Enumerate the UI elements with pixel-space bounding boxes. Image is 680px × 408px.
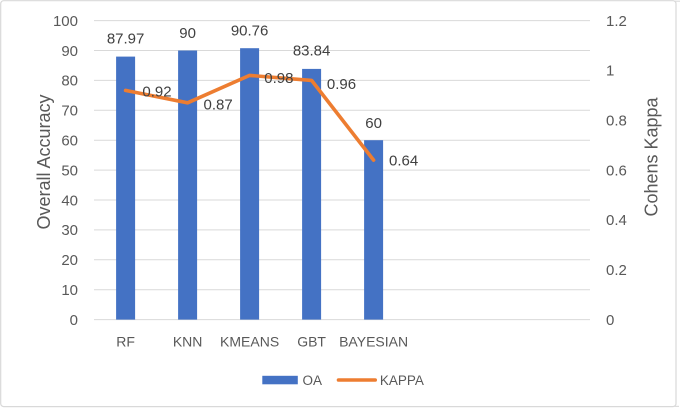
svg-text:0.96: 0.96 <box>327 76 356 93</box>
svg-text:1.2: 1.2 <box>606 13 627 30</box>
svg-text:KAPPA: KAPPA <box>380 373 424 388</box>
svg-text:0.98: 0.98 <box>264 70 293 87</box>
svg-text:0.92: 0.92 <box>142 84 171 101</box>
svg-text:50: 50 <box>61 162 78 179</box>
svg-text:0: 0 <box>606 312 614 329</box>
svg-text:40: 40 <box>61 192 78 209</box>
svg-text:0: 0 <box>70 312 78 329</box>
svg-text:GBT: GBT <box>297 334 326 350</box>
svg-text:83.84: 83.84 <box>293 43 331 60</box>
svg-text:10: 10 <box>61 282 78 299</box>
svg-text:90.76: 90.76 <box>231 23 269 40</box>
svg-text:87.97: 87.97 <box>107 31 145 48</box>
svg-text:0.87: 0.87 <box>204 97 233 114</box>
svg-text:OA: OA <box>303 373 323 388</box>
svg-text:KNN: KNN <box>173 334 203 350</box>
svg-text:60: 60 <box>61 133 78 150</box>
svg-text:80: 80 <box>61 73 78 90</box>
svg-text:30: 30 <box>61 222 78 239</box>
svg-text:90: 90 <box>61 43 78 60</box>
svg-text:20: 20 <box>61 252 78 269</box>
svg-text:Overall Accuracy: Overall Accuracy <box>34 94 54 229</box>
svg-text:0.4: 0.4 <box>606 212 627 229</box>
svg-text:90: 90 <box>179 25 196 42</box>
svg-text:RF: RF <box>116 334 135 350</box>
svg-text:100: 100 <box>53 13 78 30</box>
svg-text:BAYESIAN: BAYESIAN <box>339 334 408 350</box>
svg-text:KMEANS: KMEANS <box>220 334 279 350</box>
svg-text:0.8: 0.8 <box>606 113 627 130</box>
svg-text:60: 60 <box>365 115 382 132</box>
svg-text:70: 70 <box>61 103 78 120</box>
svg-text:1: 1 <box>606 63 614 80</box>
svg-text:0.64: 0.64 <box>389 153 418 170</box>
svg-text:0.6: 0.6 <box>606 162 627 179</box>
svg-text:Cohens Kappa: Cohens Kappa <box>641 96 661 216</box>
svg-text:0.2: 0.2 <box>606 262 627 279</box>
